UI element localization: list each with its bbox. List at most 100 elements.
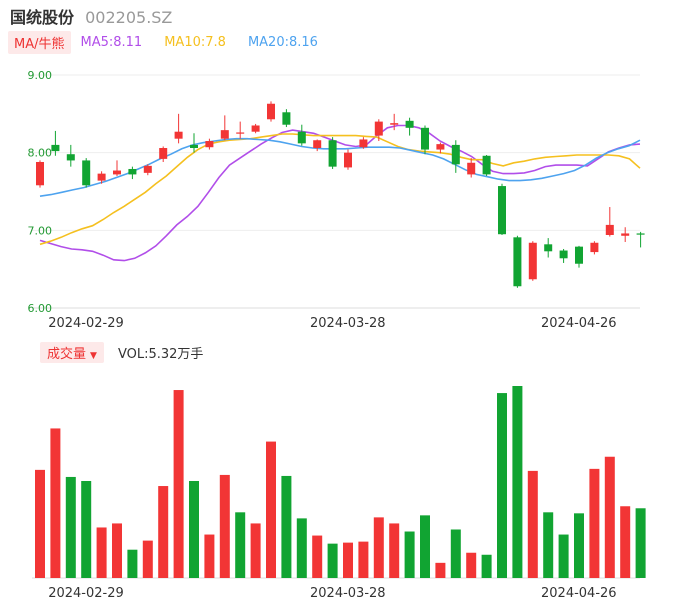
candle-body[interactable]: [405, 120, 414, 128]
volume-bar[interactable]: [204, 534, 215, 578]
candle-body[interactable]: [313, 140, 322, 149]
candle-body[interactable]: [236, 132, 245, 134]
candle-body[interactable]: [143, 165, 152, 173]
candle-body[interactable]: [390, 123, 399, 125]
volume-bar[interactable]: [112, 523, 122, 578]
volume-bar[interactable]: [281, 475, 292, 578]
volume-bar[interactable]: [173, 390, 184, 578]
volume-bar[interactable]: [189, 480, 199, 578]
volume-bar[interactable]: [235, 512, 246, 578]
series-line-ma5: [39, 124, 641, 262]
volume-bar[interactable]: [343, 542, 353, 578]
volume-bar[interactable]: [50, 428, 61, 578]
candle-body[interactable]: [513, 237, 522, 287]
volume-bar[interactable]: [543, 512, 554, 578]
candle-body[interactable]: [436, 144, 445, 150]
volume-bar[interactable]: [142, 540, 153, 578]
volume-bar[interactable]: [574, 513, 584, 578]
candle-body[interactable]: [559, 250, 568, 259]
price-x-tick-label: 2024-02-29: [48, 316, 124, 331]
volume-bar[interactable]: [481, 554, 492, 578]
candle-body[interactable]: [128, 168, 137, 175]
volume-bar[interactable]: [219, 474, 230, 578]
price-chart[interactable]: 9.00 8.00 7.00 6.00 2024-02-29 2024-03-28 202…: [0, 0, 686, 340]
volume-bar[interactable]: [358, 541, 369, 578]
candle-body[interactable]: [636, 233, 645, 235]
candle-body[interactable]: [575, 246, 583, 264]
volume-bar[interactable]: [296, 518, 307, 578]
candle-body[interactable]: [36, 161, 44, 186]
volume-bar[interactable]: [250, 523, 261, 578]
volume-bar[interactable]: [96, 527, 107, 578]
candle-body[interactable]: [267, 103, 275, 120]
volume-legend: 成交量 ▼ VOL:5.32万手: [40, 341, 203, 363]
volume-indicator-toggle[interactable]: 成交量 ▼: [40, 341, 104, 363]
volume-bar[interactable]: [81, 480, 92, 578]
volume-x-tick-label: 2024-03-28: [310, 586, 386, 601]
price-y-tick-label: 9.00: [28, 69, 53, 82]
volume-bar[interactable]: [435, 562, 446, 578]
volume-chart[interactable]: 2024-02-29 2024-03-28 2024-04-26: [0, 366, 686, 606]
candle-body[interactable]: [451, 144, 460, 165]
volume-bar[interactable]: [127, 549, 138, 578]
volume-x-tick-label: 2024-04-26: [541, 586, 617, 601]
volume-bar[interactable]: [389, 523, 400, 578]
candle-body[interactable]: [544, 244, 553, 252]
candle-body[interactable]: [205, 141, 214, 148]
stock-header: 国统股份 002205.SZ: [10, 4, 172, 28]
candle-body[interactable]: [82, 160, 91, 186]
candle-body[interactable]: [482, 155, 491, 175]
price-x-tick-label: 2024-03-28: [310, 316, 386, 331]
stock-code: 002205.SZ: [85, 8, 173, 27]
volume-bar[interactable]: [373, 517, 384, 578]
candle-body[interactable]: [51, 144, 60, 152]
volume-bar[interactable]: [497, 393, 507, 578]
candle-body[interactable]: [328, 140, 337, 167]
volume-bar[interactable]: [604, 456, 615, 578]
candle-body[interactable]: [374, 121, 383, 136]
volume-bar[interactable]: [65, 476, 76, 578]
volume-bar[interactable]: [266, 441, 276, 578]
candle-body[interactable]: [344, 152, 352, 168]
candle-body[interactable]: [190, 144, 198, 149]
candle-body[interactable]: [528, 242, 537, 280]
stock-name: 国统股份: [10, 8, 75, 27]
candle-body[interactable]: [421, 127, 429, 150]
candle-body[interactable]: [66, 154, 75, 161]
candle-body[interactable]: [590, 242, 599, 253]
candle-body[interactable]: [359, 139, 368, 148]
volume-bar[interactable]: [420, 515, 430, 578]
volume-bar[interactable]: [404, 531, 415, 578]
candle-body[interactable]: [174, 131, 183, 139]
candle-body[interactable]: [621, 233, 630, 236]
candle-body[interactable]: [498, 186, 506, 235]
candle-body[interactable]: [113, 170, 121, 175]
ma-indicator-toggle[interactable]: MA/牛熊: [8, 30, 71, 54]
volume-bar[interactable]: [512, 386, 523, 578]
volume-bar[interactable]: [466, 552, 477, 578]
volume-bar[interactable]: [327, 543, 338, 578]
ma20-label: MA20:8.16: [247, 34, 318, 50]
candle-body[interactable]: [605, 224, 614, 235]
volume-bar[interactable]: [312, 535, 323, 578]
volume-bar[interactable]: [35, 469, 45, 578]
series-line-ma10: [39, 133, 641, 246]
volume-bar[interactable]: [589, 468, 600, 578]
volume-toggle-label: 成交量: [47, 346, 87, 362]
candle-body[interactable]: [220, 130, 229, 139]
candle-body[interactable]: [251, 125, 260, 132]
volume-bar[interactable]: [620, 506, 631, 578]
volume-bar[interactable]: [558, 534, 569, 578]
volume-value: VOL:5.32万手: [117, 346, 204, 362]
volume-x-tick-label: 2024-02-29: [48, 586, 124, 601]
volume-bar[interactable]: [450, 529, 461, 578]
candle-body[interactable]: [282, 112, 291, 125]
volume-bar[interactable]: [635, 508, 646, 578]
volume-bar[interactable]: [527, 470, 538, 578]
volume-bar[interactable]: [158, 486, 169, 578]
price-y-tick-label: 8.00: [28, 147, 53, 160]
candle-body[interactable]: [297, 131, 306, 144]
candle-body[interactable]: [467, 162, 476, 175]
candle-body[interactable]: [159, 148, 168, 159]
candle-body[interactable]: [97, 173, 106, 181]
